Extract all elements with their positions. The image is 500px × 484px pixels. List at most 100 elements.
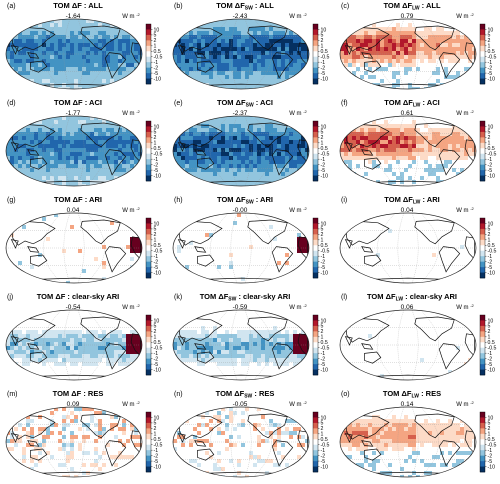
colorbar-segment bbox=[480, 267, 485, 273]
colorbar-tick-label: -1 bbox=[321, 60, 326, 66]
colorbar-segment bbox=[146, 234, 151, 241]
coastline-seasia bbox=[361, 343, 374, 350]
colorbar-segment bbox=[146, 347, 151, 354]
colorbar-segment bbox=[480, 369, 485, 376]
colorbar-segment bbox=[480, 121, 485, 127]
colorbar-tick-label: -5 bbox=[154, 459, 159, 465]
colorbar-segment bbox=[146, 466, 151, 473]
colorbar-segment bbox=[313, 369, 318, 376]
coastline-samerica bbox=[104, 343, 127, 370]
coastline-seasia bbox=[361, 440, 374, 447]
colorbar-tick-label: -0.5 bbox=[488, 152, 497, 158]
colorbar-tick-label: -2 bbox=[488, 453, 493, 459]
colorbar-segment bbox=[146, 51, 151, 58]
colorbar-tick-label: 5 bbox=[154, 324, 157, 330]
colorbar-segment bbox=[146, 78, 151, 85]
colorbar-tick-label: -5 bbox=[154, 265, 159, 271]
coastline-namerica bbox=[247, 316, 288, 342]
colorbar-frame bbox=[479, 314, 486, 376]
coastline-india bbox=[344, 142, 353, 152]
coastline-samerica bbox=[438, 440, 461, 467]
colorbar-segment bbox=[480, 466, 485, 473]
colorbar-tick-label: 0.5 bbox=[321, 437, 328, 443]
colorbar-segment bbox=[313, 137, 318, 144]
colorbar-segment bbox=[480, 164, 485, 171]
colorbar-tick-label: -1 bbox=[154, 351, 159, 357]
colorbar-tick-label: -1 bbox=[321, 351, 326, 357]
colorbar-tick-label: 2 bbox=[154, 329, 157, 335]
panel-b: (b) TOM ΔFSW : ALL-2.43 W m -2 105210.5-0.5… bbox=[172, 1, 330, 90]
colorbar-segment bbox=[480, 239, 485, 246]
coastline-india bbox=[177, 239, 186, 249]
map-border bbox=[339, 115, 477, 187]
unit-label: W m -2 bbox=[289, 303, 307, 311]
colorbar-frame bbox=[479, 120, 486, 182]
colorbar-segment bbox=[313, 62, 318, 68]
colorbar-tick-label: -10 bbox=[488, 367, 496, 373]
colorbar-segment bbox=[480, 455, 485, 462]
colorbar-tick-label: 10 bbox=[321, 318, 327, 324]
panel-label: (g) bbox=[7, 197, 16, 204]
global-mean-value: -1.64 bbox=[66, 13, 81, 20]
colorbar-segment bbox=[146, 325, 151, 332]
unit-label: W m -2 bbox=[122, 303, 140, 311]
colorbar-segment bbox=[480, 342, 485, 349]
colorbar-tick-label: -0.5 bbox=[321, 443, 330, 449]
map-border bbox=[339, 406, 477, 478]
colorbar-tick-label: 1 bbox=[488, 141, 491, 147]
colorbar-tick-label: -1 bbox=[321, 448, 326, 454]
colorbar-segment bbox=[313, 250, 318, 257]
colorbar-tick-label: -10 bbox=[488, 173, 496, 179]
colorbar-segment bbox=[480, 336, 485, 343]
colorbar-tick-label: -2 bbox=[154, 356, 159, 362]
coastline-australia bbox=[364, 448, 382, 461]
coastline-india bbox=[177, 45, 186, 55]
colorbar-segment bbox=[313, 218, 318, 224]
coastline-antarctic bbox=[33, 277, 115, 280]
colorbar-segment bbox=[480, 428, 485, 435]
panel-label: (c) bbox=[341, 3, 349, 10]
colorbar-segment bbox=[313, 45, 318, 52]
colorbar-tick-label: -0.5 bbox=[488, 346, 497, 352]
panel-d: (d) TOM ΔF : ACI-1.77 W m -2105210.5-0.5-1… bbox=[5, 98, 163, 187]
colorbar-tick-label: 10 bbox=[488, 124, 494, 130]
colorbar-frame bbox=[479, 411, 486, 473]
colorbar-segment bbox=[146, 170, 151, 176]
coastline-australia bbox=[197, 60, 215, 73]
colorbar-segment bbox=[313, 223, 318, 230]
coastline-namerica bbox=[247, 122, 288, 148]
coastline-antarctic bbox=[367, 277, 449, 280]
colorbar-tick-label: 1 bbox=[321, 238, 324, 244]
coastline-samerica bbox=[438, 149, 461, 176]
map-field bbox=[340, 19, 476, 89]
colorbar-segment bbox=[313, 364, 318, 370]
colorbar-tick-label: -0.5 bbox=[488, 55, 497, 61]
colorbar-segment bbox=[146, 417, 151, 424]
colorbar-tick-label: 10 bbox=[321, 415, 327, 421]
colorbar-segment bbox=[146, 67, 151, 74]
colorbar-segment bbox=[313, 34, 318, 41]
colorbar-segment bbox=[480, 250, 485, 257]
unit-label: W m -2 bbox=[122, 12, 140, 20]
colorbar-frame bbox=[145, 23, 152, 85]
colorbar-segment bbox=[146, 34, 151, 41]
coastline-samerica bbox=[271, 343, 294, 370]
global-mean-value: 0.61 bbox=[401, 110, 414, 117]
colorbar-tick-label: 1 bbox=[154, 432, 157, 438]
colorbar-tick-label: 2 bbox=[321, 426, 324, 432]
panel-title: TOM ΔF : ACI bbox=[54, 98, 102, 107]
coastline-antarctic bbox=[33, 180, 115, 183]
colorbar-segment bbox=[313, 67, 318, 74]
colorbar-tick-label: -5 bbox=[154, 168, 159, 174]
panel-label: (n) bbox=[174, 391, 183, 398]
colorbar-tick-label: -10 bbox=[321, 270, 329, 276]
panel-label: (b) bbox=[174, 3, 183, 10]
coastline-india bbox=[177, 336, 186, 346]
colorbar-segment bbox=[480, 422, 485, 429]
colorbar-segment bbox=[480, 412, 485, 418]
